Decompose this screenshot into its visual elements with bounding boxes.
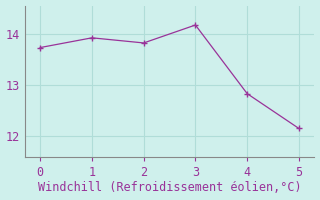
X-axis label: Windchill (Refroidissement éolien,°C): Windchill (Refroidissement éolien,°C) — [38, 181, 301, 194]
